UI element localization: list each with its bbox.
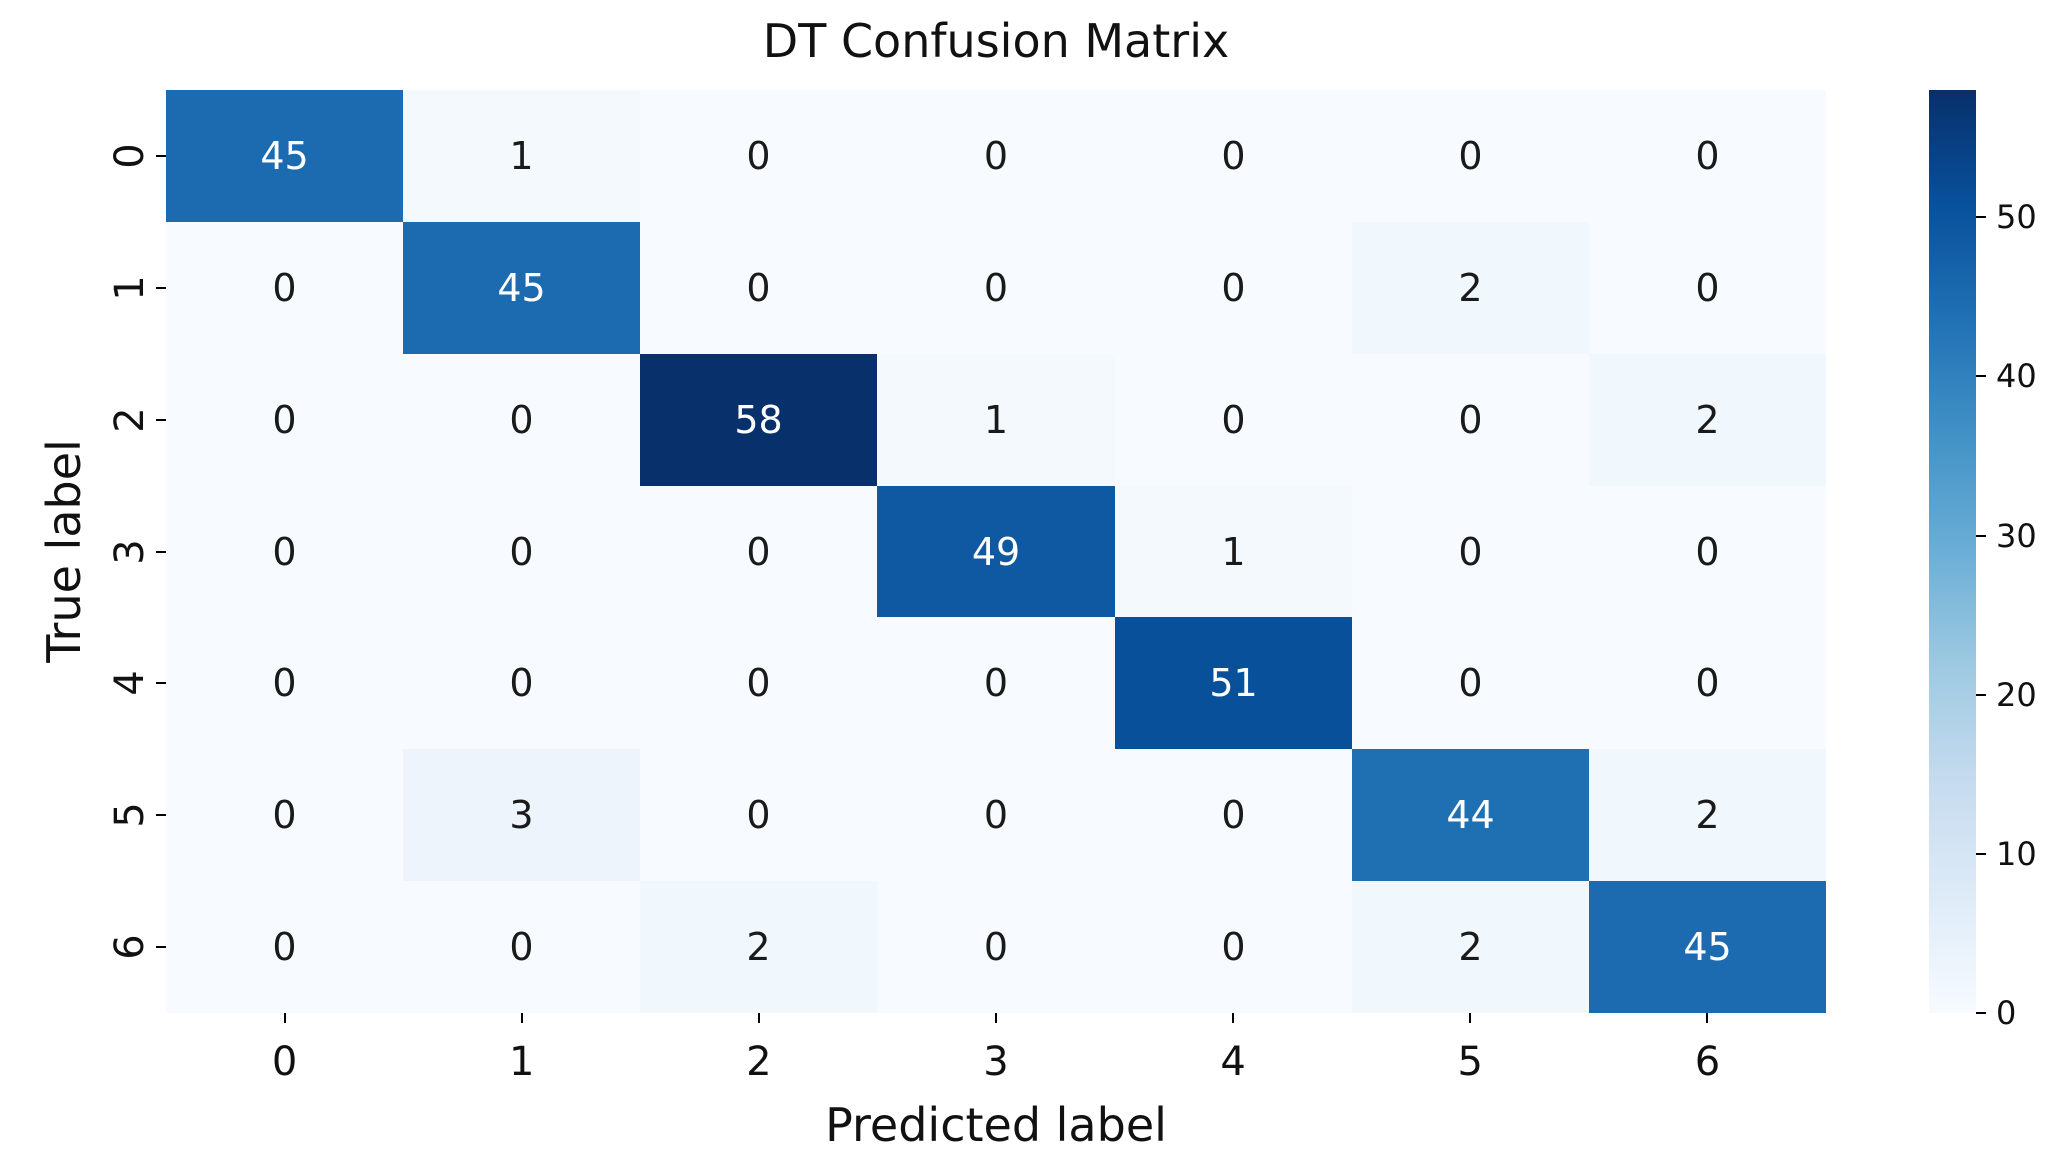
colorbar-tick-label: 50 <box>1996 198 2037 237</box>
heatmap-cell: 49 <box>877 486 1115 617</box>
heatmap-cell: 1 <box>877 354 1115 486</box>
heatmap-cell: 0 <box>1115 881 1352 1013</box>
heatmap-cell: 0 <box>1352 90 1589 222</box>
y-tick-mark <box>156 550 166 553</box>
heatmap-cell: 0 <box>640 617 877 749</box>
y-tick-label: 1 <box>107 275 153 301</box>
heatmap-cell: 0 <box>1115 749 1352 881</box>
heatmap-cell: 0 <box>166 354 403 486</box>
heatmap-cell: 0 <box>1589 222 1826 354</box>
heatmap-cell: 2 <box>1589 749 1826 881</box>
heatmap-cell: 0 <box>403 486 640 617</box>
heatmap-cell: 2 <box>1352 881 1589 1013</box>
x-tick-mark <box>1706 1013 1709 1023</box>
heatmap-cell: 0 <box>640 749 877 881</box>
heatmap-cell: 0 <box>640 486 877 617</box>
heatmap-cell: 0 <box>1115 354 1352 486</box>
x-axis-label: Predicted label <box>825 1098 1167 1152</box>
heatmap-cell: 0 <box>403 354 640 486</box>
heatmap-cell: 3 <box>403 749 640 881</box>
colorbar-tick-label: 10 <box>1996 834 2037 873</box>
heatmap-cell: 0 <box>166 486 403 617</box>
colorbar-gradient <box>1929 90 1976 1013</box>
x-tick-label: 4 <box>1220 1039 1246 1085</box>
x-tick-label: 3 <box>983 1039 1009 1085</box>
heatmap-cell: 0 <box>403 617 640 749</box>
x-tick-mark <box>757 1013 760 1023</box>
y-tick-mark <box>156 814 166 817</box>
y-tick-mark <box>156 418 166 421</box>
x-tick-mark <box>283 1013 286 1023</box>
heatmap-cell: 0 <box>166 881 403 1013</box>
colorbar-tick-mark <box>1976 534 1986 537</box>
heatmap-cell: 0 <box>1115 222 1352 354</box>
heatmap-cell: 51 <box>1115 617 1352 749</box>
y-tick-label: 4 <box>107 670 153 697</box>
y-tick-mark <box>156 946 166 949</box>
chart-title: DT Confusion Matrix <box>762 14 1230 68</box>
x-tick-mark <box>1469 1013 1472 1023</box>
heatmap-cell: 0 <box>166 222 403 354</box>
heatmap-cell: 0 <box>877 749 1115 881</box>
x-tick-label: 5 <box>1457 1039 1484 1085</box>
y-tick-label: 0 <box>107 143 153 169</box>
x-tick-mark <box>520 1013 523 1023</box>
colorbar-tick-label: 30 <box>1996 516 2037 555</box>
heatmap-cell: 1 <box>1115 486 1352 617</box>
x-tick-mark <box>995 1013 997 1023</box>
heatmap-cell: 45 <box>1589 881 1826 1013</box>
heatmap-cell: 0 <box>640 90 877 222</box>
heatmap-cell: 0 <box>403 881 640 1013</box>
heatmap-cell: 2 <box>1352 222 1589 354</box>
x-tick-label: 0 <box>271 1039 298 1085</box>
y-tick-label: 6 <box>107 934 153 960</box>
y-axis-label: True label <box>37 439 91 663</box>
heatmap-cell: 0 <box>1589 617 1826 749</box>
colorbar-tick-label: 20 <box>1996 675 2037 714</box>
heatmap-cell: 2 <box>640 881 877 1013</box>
colorbar-tick-mark <box>1976 693 1986 696</box>
heatmap-cell: 0 <box>877 222 1115 354</box>
y-tick-label: 5 <box>107 802 153 828</box>
heatmap-cell: 45 <box>166 90 403 222</box>
heatmap-grid: 45 1 0 0 0 0 0 0 45 0 0 0 2 0 0 0 58 1 0 0 2 0 0 0 49 1 0 0 0 0 0 0 51 0 0… <box>166 90 1826 1013</box>
heatmap-cell: 0 <box>166 617 403 749</box>
heatmap-cell: 0 <box>1115 90 1352 222</box>
heatmap-cell: 0 <box>1352 486 1589 617</box>
heatmap-cell: 58 <box>640 354 877 486</box>
x-tick-label: 6 <box>1694 1039 1721 1085</box>
y-tick-label: 3 <box>107 538 153 565</box>
heatmap-cell: 2 <box>1589 354 1826 486</box>
colorbar-tick-mark <box>1976 1012 1986 1014</box>
heatmap-cell: 0 <box>1352 617 1589 749</box>
heatmap-cell: 0 <box>1352 354 1589 486</box>
heatmap-cell: 0 <box>877 90 1115 222</box>
heatmap-cell: 0 <box>1589 486 1826 617</box>
heatmap-cell: 0 <box>877 617 1115 749</box>
x-tick-mark <box>1232 1013 1235 1023</box>
heatmap-cell: 1 <box>403 90 640 222</box>
heatmap-cell: 44 <box>1352 749 1589 881</box>
heatmap-cell: 0 <box>166 749 403 881</box>
colorbar-tick-mark <box>1976 375 1986 378</box>
colorbar-tick-mark <box>1976 852 1986 855</box>
colorbar <box>1929 90 1976 1013</box>
heatmap-cell: 45 <box>403 222 640 354</box>
x-tick-label: 1 <box>508 1039 535 1085</box>
colorbar-tick-mark <box>1976 216 1986 219</box>
heatmap-cell: 0 <box>877 881 1115 1013</box>
y-tick-label: 2 <box>107 406 153 433</box>
heatmap-cell: 0 <box>640 222 877 354</box>
y-tick-mark <box>156 682 166 685</box>
y-tick-mark <box>156 154 166 157</box>
colorbar-tick-label: 0 <box>1996 994 2017 1032</box>
heatmap-cell: 0 <box>1589 90 1826 222</box>
x-tick-label: 2 <box>746 1039 772 1085</box>
colorbar-tick-label: 40 <box>1996 357 2037 396</box>
y-tick-mark <box>156 286 166 289</box>
